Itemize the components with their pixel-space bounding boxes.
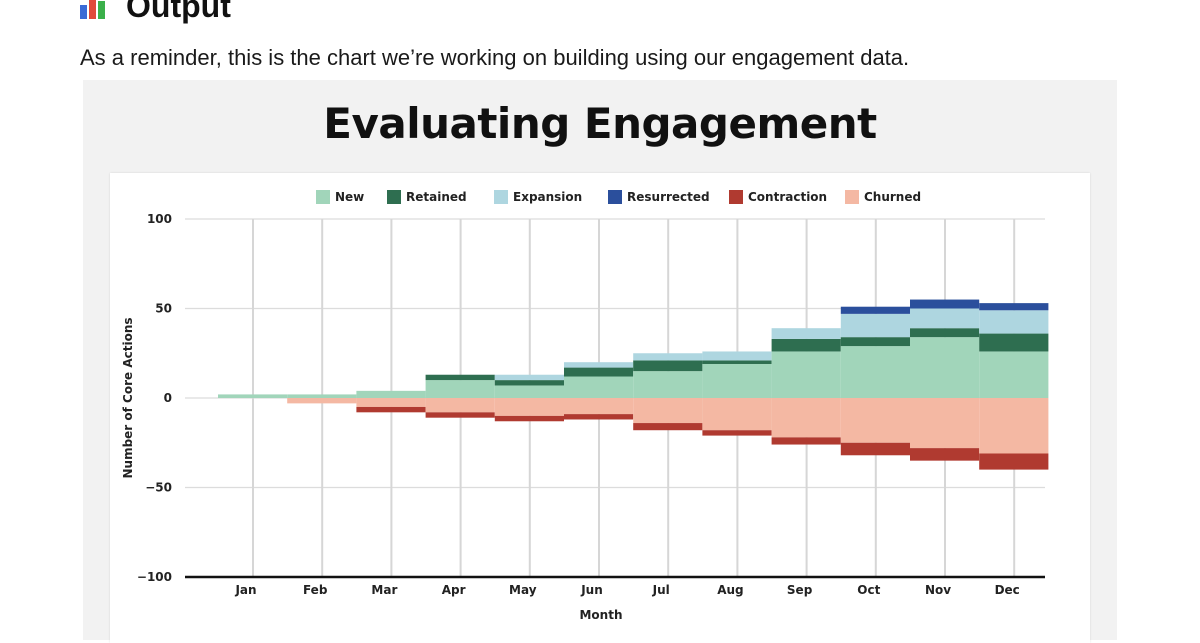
bar-segment [840, 398, 910, 443]
bar-segment [771, 437, 841, 445]
page-heading: Output [80, 0, 231, 24]
legend-swatch [608, 190, 622, 204]
legend-label: New [335, 190, 364, 204]
bar-segment [564, 414, 634, 420]
y-tick-label: −50 [145, 481, 172, 495]
legend-swatch [387, 190, 401, 204]
bar-segment [494, 415, 564, 422]
bar-segment [771, 351, 841, 398]
legend-swatch [494, 190, 508, 204]
legend-swatch [729, 190, 743, 204]
bar-segment [702, 360, 772, 364]
axis-layer: 100 50 0 −50 −100 Jan Feb Mar Apr May Jun Jul Aug Sep… [137, 212, 1045, 597]
x-tick-label: Mar [371, 583, 397, 597]
bar-segment [840, 313, 910, 338]
bar-segment [979, 453, 1049, 470]
bar-segment [840, 442, 910, 456]
y-axis-title: Number of Core Actions [121, 317, 135, 478]
bar-segment [494, 380, 564, 386]
bar-segment [771, 398, 841, 438]
page-heading-text: Output [126, 0, 231, 24]
x-tick-label: Aug [717, 583, 743, 597]
legend-label: Churned [864, 190, 921, 204]
bar-segment [840, 306, 910, 314]
chart-title: Evaluating Engagement [323, 99, 877, 148]
legend-label: Contraction [748, 190, 827, 204]
bar-segment [494, 398, 564, 416]
y-tick-label: −100 [137, 570, 172, 584]
intro-paragraph: As a reminder, this is the chart we’re w… [80, 45, 910, 70]
legend-swatch [845, 190, 859, 204]
bar-chart-icon [80, 0, 110, 19]
bar-segment [425, 412, 495, 418]
bar-segment [494, 374, 564, 381]
bar-segment [564, 362, 634, 368]
y-tick-label: 0 [164, 391, 172, 405]
bar-segment [633, 360, 703, 372]
bar-segment [425, 398, 495, 413]
bar-segment [910, 448, 980, 461]
bar-segment [910, 328, 980, 338]
bar-segment [771, 338, 841, 352]
bar-segment [702, 398, 772, 431]
bar-segment [979, 398, 1049, 454]
bar-segment [910, 337, 980, 398]
bar-segment [840, 337, 910, 347]
bar-segment [425, 380, 495, 398]
bar-segment [564, 367, 634, 377]
bar-segment [633, 371, 703, 398]
bar-segment [910, 299, 980, 309]
bar-segment [356, 406, 426, 413]
bar-segment [494, 385, 564, 398]
legend-label: Resurrected [627, 190, 710, 204]
x-tick-label: Jul [652, 583, 670, 597]
legend-label: Expansion [513, 190, 582, 204]
x-tick-label: Nov [925, 583, 951, 597]
bar-segment [356, 398, 426, 407]
bar-segment [218, 394, 288, 398]
bar-segment [702, 430, 772, 436]
x-tick-label: Apr [442, 583, 466, 597]
bar-segment [633, 398, 703, 424]
legend-swatch [316, 190, 330, 204]
x-tick-label: Dec [995, 583, 1020, 597]
bar-segment [356, 390, 426, 398]
bar-segment [979, 333, 1049, 352]
y-tick-label: 50 [155, 302, 172, 316]
bar-segment [564, 376, 634, 398]
bar-segment [633, 353, 703, 361]
engagement-chart: 100 50 0 −50 −100 Jan Feb Mar Apr May Jun Jul Aug Sep… [121, 190, 1049, 622]
bar-segment [840, 346, 910, 398]
x-tick-label: Jan [234, 583, 256, 597]
x-tick-label: May [509, 583, 537, 597]
bar-segment [287, 394, 357, 398]
bar-segment [287, 398, 357, 404]
x-tick-label: Feb [303, 583, 328, 597]
bars-layer [218, 299, 1049, 470]
bar-segment [564, 398, 634, 415]
y-tick-label: 100 [147, 212, 172, 226]
bar-segment [702, 363, 772, 398]
bar-segment [633, 423, 703, 431]
bar-segment [425, 374, 495, 381]
bar-segment [771, 328, 841, 339]
x-tick-label: Oct [857, 583, 880, 597]
bar-segment [979, 310, 1049, 334]
legend: New Retained Expansion Resurrected Contracti… [316, 190, 921, 204]
bar-segment [910, 308, 980, 329]
bar-segment [979, 303, 1049, 311]
x-axis-title: Month [579, 608, 622, 622]
bar-segment [702, 351, 772, 361]
bar-segment [979, 351, 1049, 398]
x-tick-label: Sep [787, 583, 813, 597]
x-tick-label: Jun [580, 583, 603, 597]
legend-label: Retained [406, 190, 467, 204]
bar-segment [910, 398, 980, 449]
